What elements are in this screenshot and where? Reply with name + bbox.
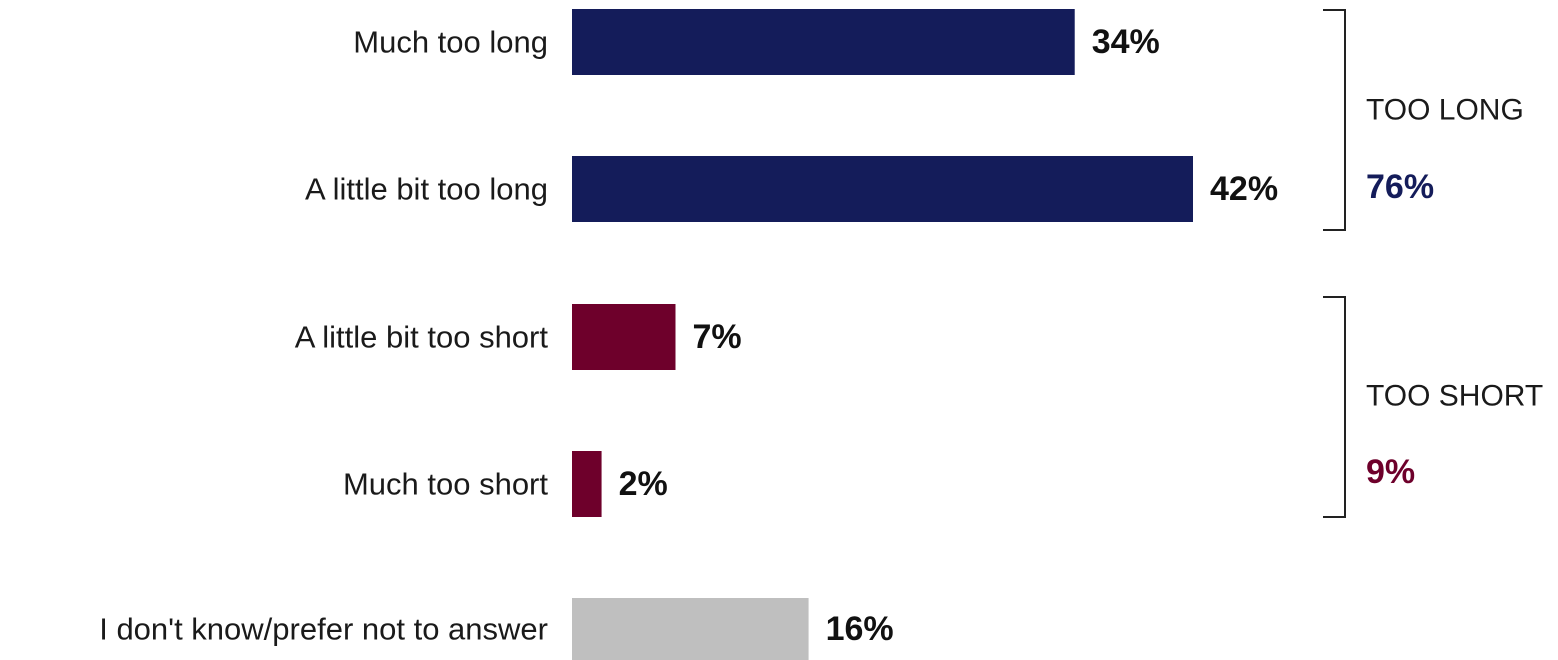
category-label: Much too short bbox=[343, 467, 548, 502]
group-total-too-long: 76% bbox=[1366, 168, 1434, 206]
group-total-too-short: 9% bbox=[1366, 453, 1415, 491]
category-label: I don't know/prefer not to answer bbox=[99, 612, 548, 647]
bar-too-long bbox=[572, 9, 1075, 75]
bar-too-short bbox=[572, 304, 676, 370]
bar-too-short bbox=[572, 451, 602, 517]
value-label: 42% bbox=[1210, 170, 1278, 208]
bracket-too-short bbox=[1323, 296, 1346, 518]
category-labels: Much too long A little bit too long A litt… bbox=[99, 25, 548, 647]
group-label-too-short: TOO SHORT bbox=[1366, 380, 1543, 413]
value-labels: 34% 42% 7% 2% 16% bbox=[619, 23, 1278, 648]
bar-dont-know bbox=[572, 598, 809, 660]
group-label-too-long: TOO LONG bbox=[1366, 94, 1524, 127]
group-annotations: TOO LONG 76% TOO SHORT 9% bbox=[1323, 9, 1543, 518]
category-label: A little bit too long bbox=[305, 172, 548, 207]
category-label: A little bit too short bbox=[295, 320, 549, 355]
value-label: 2% bbox=[619, 465, 668, 503]
category-label: Much too long bbox=[353, 25, 548, 60]
value-label: 7% bbox=[693, 318, 742, 356]
value-label: 34% bbox=[1092, 23, 1160, 61]
value-label: 16% bbox=[826, 610, 894, 648]
bar-too-long bbox=[572, 156, 1193, 222]
bracket-too-long bbox=[1323, 9, 1346, 231]
bars bbox=[572, 9, 1193, 660]
